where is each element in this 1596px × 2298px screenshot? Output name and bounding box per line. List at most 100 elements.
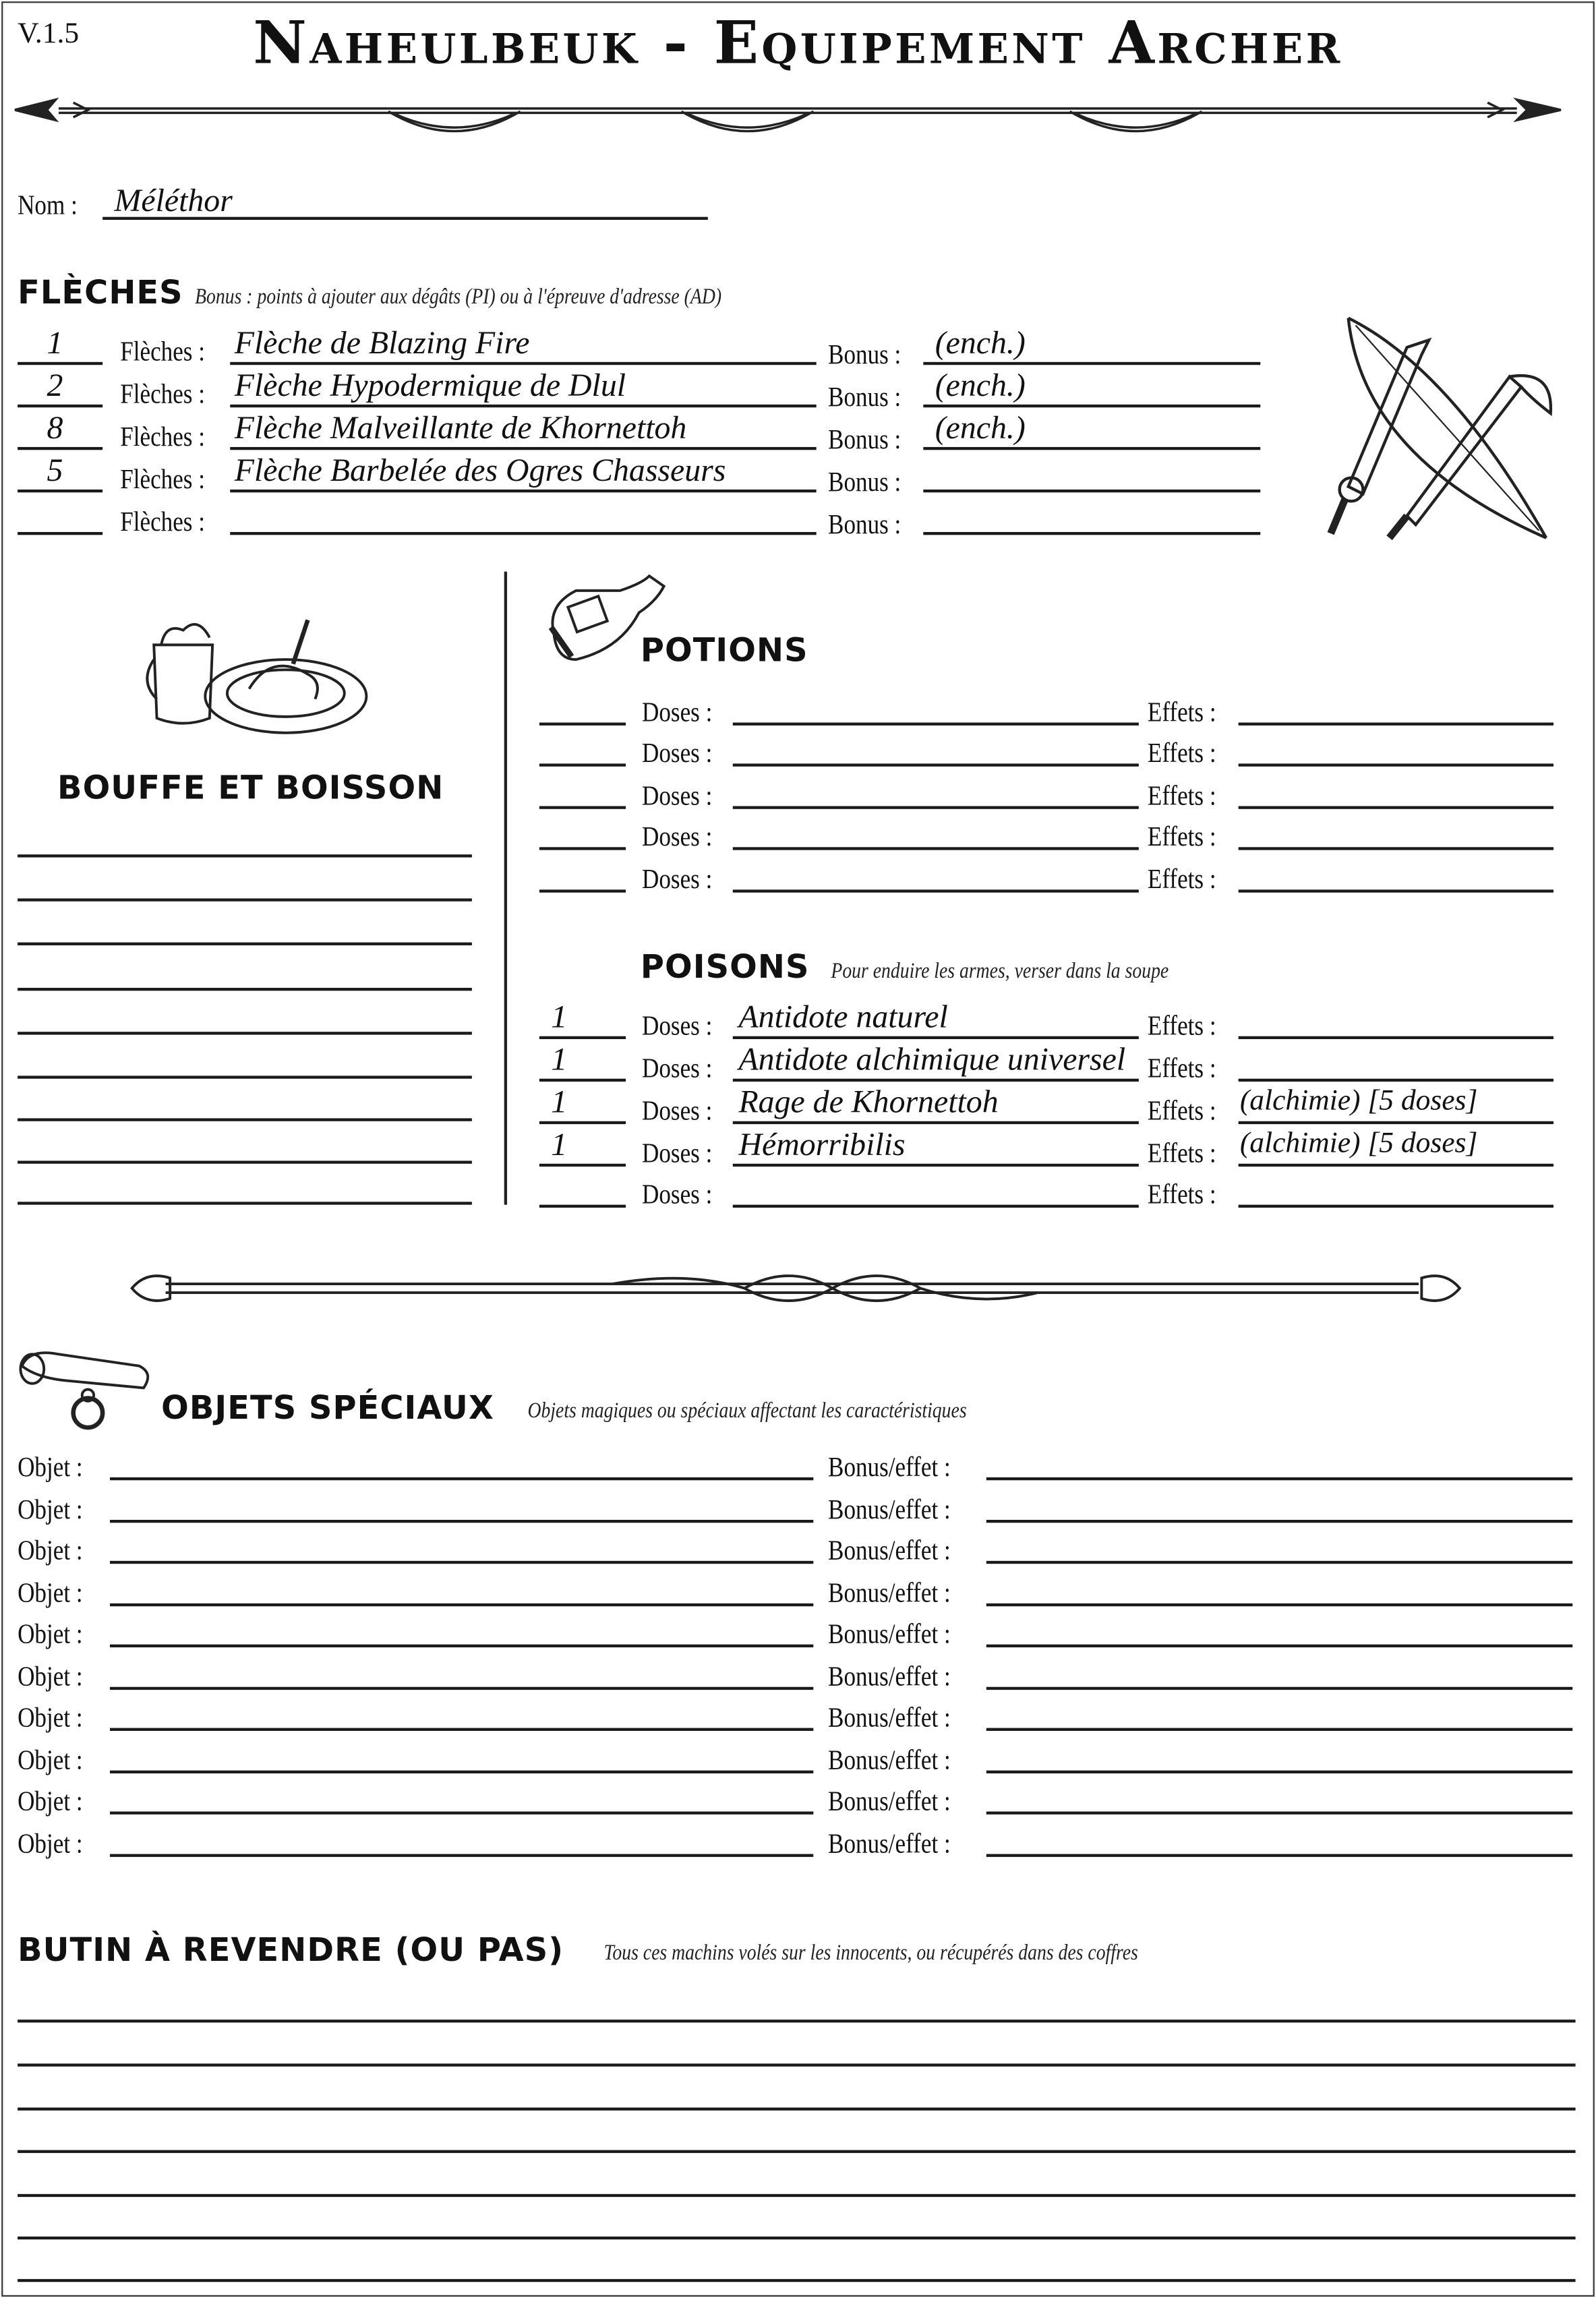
objet-label: Objet : <box>18 1578 83 1610</box>
name-underline <box>732 763 1139 767</box>
fleches-subtitle: Bonus : points à ajouter aux dégâts (PI)… <box>195 285 722 310</box>
arrow-label: Flèches : <box>120 465 206 496</box>
name-underline <box>732 806 1139 809</box>
crossed-weapons-icon <box>1327 316 1553 541</box>
objet-underline <box>110 1644 814 1648</box>
bonus-effet-label: Bonus/effet : <box>828 1703 951 1734</box>
dose-qty-field[interactable]: 1 <box>551 998 568 1035</box>
objet-underline <box>110 1686 814 1690</box>
effets-label: Effets : <box>1147 1096 1216 1127</box>
qty-underline <box>539 1036 626 1040</box>
dose-name-field[interactable]: Rage de Khornettoh <box>738 1083 999 1120</box>
food-line <box>18 854 472 858</box>
arrow-label: Flèches : <box>120 379 206 411</box>
objet-label: Objet : <box>18 1661 83 1693</box>
arrow-qty-field[interactable]: 1 <box>47 324 63 361</box>
bonus-label: Bonus : <box>828 425 902 456</box>
arrow-name-field[interactable]: Flèche Malveillante de Khornettoh <box>234 409 687 446</box>
arrow-qty-field[interactable]: 5 <box>47 451 63 488</box>
effect-underline <box>1238 1078 1554 1082</box>
objet-underline <box>110 1603 814 1607</box>
effect-underline <box>1238 847 1554 850</box>
qty-underline <box>539 1163 626 1167</box>
dose-effect-field[interactable]: (alchimie) [5 doses] <box>1239 1084 1478 1117</box>
bonus-underline <box>923 489 1261 493</box>
doses-label: Doses : <box>642 697 713 729</box>
column-divider <box>504 571 508 1205</box>
qty-underline <box>18 361 103 365</box>
arrow-bonus-field[interactable]: (ench.) <box>935 366 1026 403</box>
objet-label: Objet : <box>18 1786 83 1818</box>
dose-effect-field[interactable]: (alchimie) [5 doses] <box>1239 1127 1478 1160</box>
bonus-underline <box>986 1519 1573 1523</box>
qty-underline <box>539 722 626 726</box>
dose-qty-field[interactable]: 1 <box>551 1125 568 1162</box>
loot-line <box>18 2150 1576 2153</box>
qty-underline <box>539 847 626 850</box>
bonus-label: Bonus : <box>828 340 902 371</box>
bonus-underline <box>923 446 1261 450</box>
bonus-underline <box>986 1728 1573 1731</box>
arrow-label: Flèches : <box>120 421 206 453</box>
effets-label: Effets : <box>1147 864 1216 896</box>
poisons-heading: POISONS <box>640 949 810 986</box>
qty-underline <box>539 806 626 809</box>
dose-name-field[interactable]: Antidote naturel <box>738 998 948 1035</box>
bonus-underline <box>986 1477 1573 1481</box>
bonus-underline <box>986 1770 1573 1773</box>
doses-label: Doses : <box>642 1053 713 1085</box>
qty-underline <box>539 1204 626 1208</box>
arrow-qty-field[interactable]: 2 <box>47 366 63 403</box>
name-underline <box>732 889 1139 893</box>
name-underline <box>732 1121 1139 1125</box>
name-underline <box>732 847 1139 850</box>
bonus-underline <box>986 1560 1573 1564</box>
arrow-bonus-field[interactable]: (ench.) <box>935 409 1026 446</box>
arrow-bonus-field[interactable]: (ench.) <box>935 324 1026 361</box>
name-underline <box>732 1163 1139 1167</box>
effect-underline <box>1238 1163 1554 1167</box>
dose-name-field[interactable]: Hémorribilis <box>738 1125 906 1162</box>
objet-underline <box>110 1477 814 1481</box>
effect-underline <box>1238 763 1554 767</box>
bonus-underline <box>986 1811 1573 1815</box>
bonus-label: Bonus : <box>828 467 902 499</box>
doses-label: Doses : <box>642 1138 713 1170</box>
qty-underline <box>18 404 103 408</box>
bonus-effet-label: Bonus/effet : <box>828 1745 951 1777</box>
bouffe-heading: BOUFFE ET BOISSON <box>57 771 444 808</box>
effets-label: Effets : <box>1147 1011 1216 1042</box>
bonus-effet-label: Bonus/effet : <box>828 1829 951 1860</box>
doses-label: Doses : <box>642 822 713 854</box>
arrow-name-field[interactable]: Flèche de Blazing Fire <box>234 324 530 361</box>
objet-label: Objet : <box>18 1745 83 1777</box>
arrow-label: Flèches : <box>120 507 206 538</box>
name-underline <box>732 722 1139 726</box>
scroll-and-ring-icon <box>19 1351 150 1430</box>
arrow-name-field[interactable]: Flèche Barbelée des Ogres Chasseurs <box>234 451 726 488</box>
dose-name-field[interactable]: Antidote alchimique universel <box>738 1040 1126 1078</box>
name-underline <box>732 1204 1139 1208</box>
arrow-qty-field[interactable]: 8 <box>47 409 63 446</box>
loot-line <box>18 2063 1576 2067</box>
dose-qty-field[interactable]: 1 <box>551 1040 568 1078</box>
butin-heading: BUTIN À REVENDRE (OU PAS) <box>18 1933 564 1970</box>
objet-underline <box>110 1728 814 1731</box>
fleches-heading: FLÈCHES <box>18 275 183 312</box>
effets-label: Effets : <box>1147 1053 1216 1085</box>
objet-underline <box>110 1811 814 1815</box>
bonus-underline <box>986 1644 1573 1648</box>
arrow-name-field[interactable]: Flèche Hypodermique de Dlul <box>234 366 626 403</box>
dose-qty-field[interactable]: 1 <box>551 1083 568 1120</box>
objet-underline <box>110 1770 814 1773</box>
qty-underline <box>539 763 626 767</box>
food-line <box>18 987 472 991</box>
bonus-underline <box>986 1686 1573 1690</box>
nom-field[interactable]: Méléthor <box>114 181 233 218</box>
qty-underline <box>539 1121 626 1125</box>
food-line <box>18 898 472 902</box>
effect-underline <box>1238 889 1554 893</box>
effets-label: Effets : <box>1147 781 1216 813</box>
